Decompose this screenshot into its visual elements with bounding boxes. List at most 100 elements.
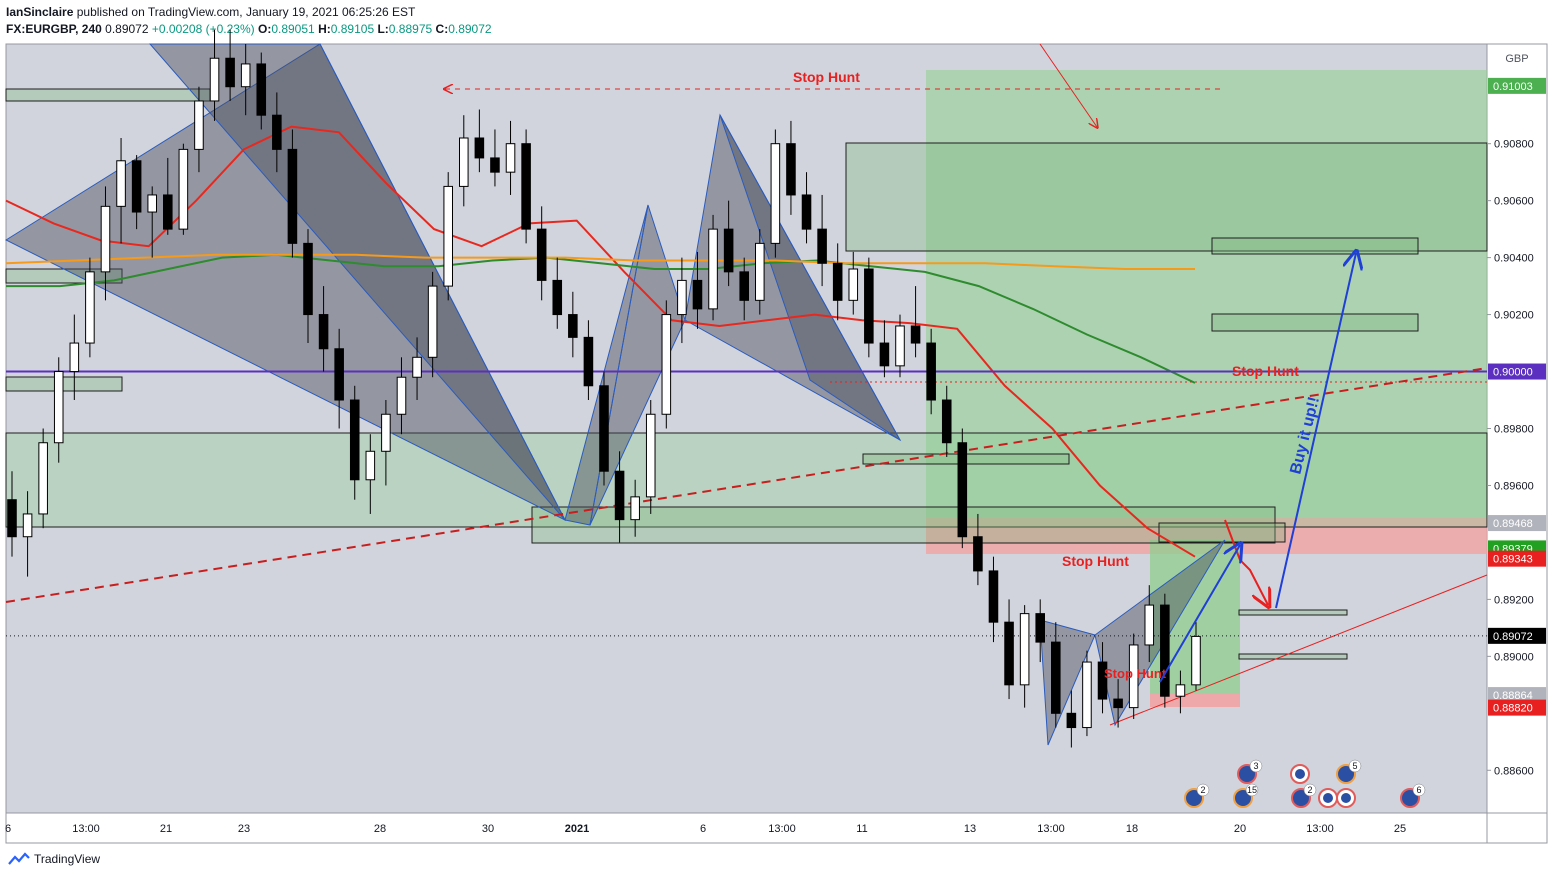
candle[interactable]: [521, 143, 531, 230]
candle[interactable]: [832, 262, 843, 301]
candle[interactable]: [614, 470, 625, 521]
price-label-box[interactable]: [1488, 687, 1546, 704]
candle[interactable]: [1035, 613, 1045, 643]
candle[interactable]: [786, 143, 796, 196]
candle[interactable]: [147, 194, 157, 213]
candle[interactable]: [708, 228, 718, 310]
candle[interactable]: [396, 376, 407, 415]
candle[interactable]: [225, 57, 235, 88]
order-block-box[interactable]: [5, 376, 123, 392]
candle[interactable]: [116, 160, 126, 207]
candle[interactable]: [677, 279, 687, 316]
stop-hunt-label[interactable]: Stop Hunt: [1104, 666, 1167, 681]
candle[interactable]: [272, 114, 282, 150]
candle[interactable]: [256, 63, 267, 116]
stop-hunt-label[interactable]: Stop Hunt: [793, 69, 860, 85]
dashed-trendline[interactable]: [5, 367, 1488, 603]
target-zone[interactable]: [926, 70, 1487, 518]
candle[interactable]: [85, 271, 95, 344]
candle[interactable]: [131, 160, 142, 213]
candle[interactable]: [910, 325, 921, 344]
order-block-box[interactable]: [1238, 609, 1348, 616]
candle[interactable]: [1004, 621, 1014, 686]
candle[interactable]: [412, 356, 422, 378]
candle[interactable]: [879, 342, 890, 367]
price-label-box[interactable]: [1488, 699, 1546, 716]
candle[interactable]: [817, 228, 827, 264]
candle[interactable]: [552, 279, 563, 316]
candle[interactable]: [427, 285, 438, 358]
harmonic-pattern[interactable]: [148, 43, 566, 521]
candle[interactable]: [1097, 661, 1108, 700]
red-arrow[interactable]: [1039, 43, 1097, 127]
candle[interactable]: [381, 413, 391, 452]
candle[interactable]: [988, 570, 999, 623]
demand-zone[interactable]: [5, 432, 1488, 528]
event-count-badge[interactable]: [1303, 783, 1317, 797]
candle[interactable]: [38, 442, 48, 515]
candle[interactable]: [69, 342, 80, 373]
candle[interactable]: [583, 336, 594, 387]
candle[interactable]: [926, 342, 936, 401]
candle[interactable]: [1144, 604, 1155, 646]
candle[interactable]: [474, 137, 485, 159]
order-block-box[interactable]: [1238, 653, 1348, 660]
candle[interactable]: [864, 268, 874, 344]
order-block-box[interactable]: [5, 88, 211, 102]
candle[interactable]: [349, 399, 360, 481]
candle[interactable]: [630, 496, 640, 521]
footer-brand[interactable]: TradingView: [34, 852, 101, 866]
candle[interactable]: [1019, 613, 1030, 686]
candle[interactable]: [755, 242, 765, 301]
stop-hunt-label[interactable]: Stop Hunt: [1232, 363, 1299, 379]
price-label-box[interactable]: [1488, 515, 1546, 532]
candle[interactable]: [1128, 644, 1139, 709]
event-count-badge[interactable]: [1412, 783, 1426, 797]
blue-arrow[interactable]: [1159, 545, 1240, 683]
order-block-box[interactable]: [1211, 313, 1419, 332]
candle[interactable]: [178, 148, 189, 230]
candle[interactable]: [7, 499, 17, 538]
candle[interactable]: [100, 205, 111, 273]
candle[interactable]: [770, 143, 781, 244]
candle[interactable]: [692, 279, 703, 310]
candle[interactable]: [568, 314, 578, 338]
candle[interactable]: [973, 536, 983, 572]
event-count-badge[interactable]: [1348, 759, 1362, 773]
candle[interactable]: [1160, 604, 1170, 697]
candle[interactable]: [895, 325, 905, 367]
candle[interactable]: [645, 413, 656, 498]
candle[interactable]: [240, 63, 251, 88]
candle[interactable]: [459, 137, 469, 187]
event-count-badge[interactable]: [1245, 783, 1259, 797]
harmonic-pattern[interactable]: [589, 204, 686, 526]
blue-arrow[interactable]: [1275, 253, 1356, 609]
candle[interactable]: [163, 194, 173, 230]
order-block-box[interactable]: [1211, 237, 1419, 255]
candle[interactable]: [318, 314, 329, 350]
candle[interactable]: [505, 143, 516, 173]
candle[interactable]: [723, 228, 734, 273]
candle[interactable]: [941, 399, 952, 444]
candle[interactable]: [661, 314, 672, 415]
candle[interactable]: [53, 371, 64, 444]
price-label-box[interactable]: [1488, 550, 1546, 567]
event-count-badge[interactable]: [1196, 783, 1210, 797]
candle[interactable]: [1191, 635, 1201, 686]
price-label-box[interactable]: [1488, 77, 1546, 94]
candle[interactable]: [1051, 641, 1061, 714]
candle[interactable]: [287, 148, 298, 244]
candle[interactable]: [209, 57, 220, 102]
stop-hunt-label[interactable]: Stop Hunt: [1062, 553, 1129, 569]
candle[interactable]: [303, 242, 313, 316]
order-block-box[interactable]: [531, 506, 1276, 544]
candle[interactable]: [1082, 661, 1092, 729]
candle[interactable]: [848, 268, 859, 301]
candle[interactable]: [194, 100, 204, 150]
author-name[interactable]: IanSinclaire: [6, 5, 74, 19]
harmonic-pattern[interactable]: [719, 114, 901, 441]
candle[interactable]: [443, 185, 453, 287]
candle[interactable]: [22, 513, 33, 538]
supply-box[interactable]: [845, 142, 1488, 252]
